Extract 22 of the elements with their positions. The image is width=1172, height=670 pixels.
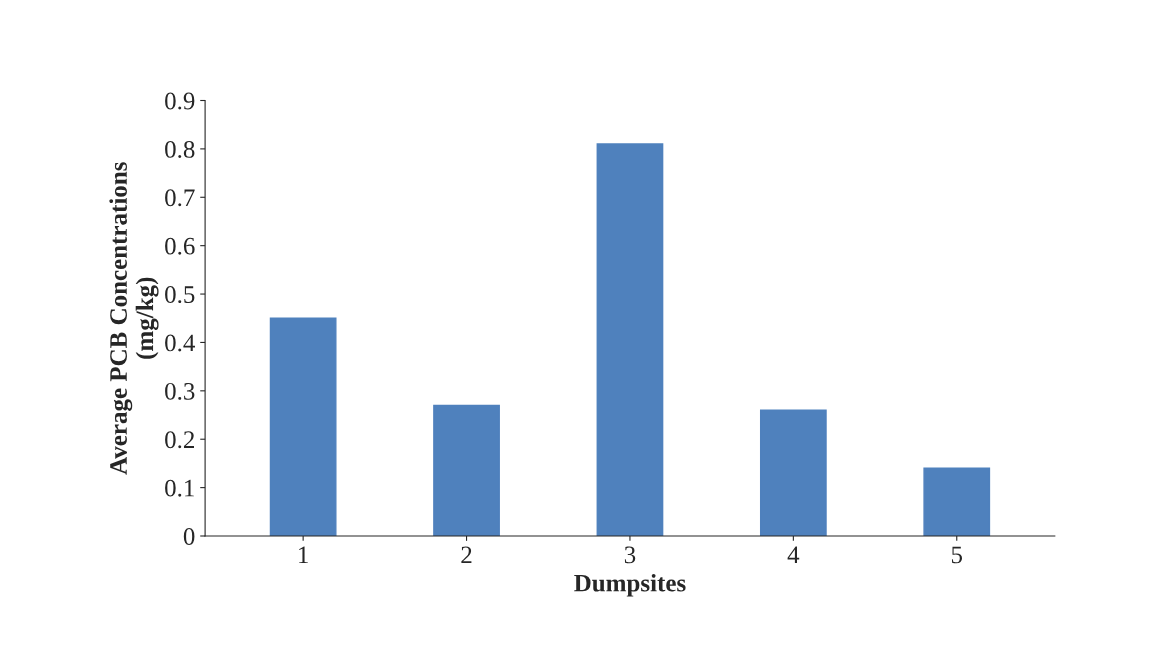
y-tick-label: 0.5	[165, 286, 195, 304]
x-axis-title: Dumpsites	[574, 573, 686, 597]
y-tick-label: 0.2	[165, 431, 194, 449]
y-tick-label: 0.6	[165, 237, 195, 255]
y-tick-label: 0.3	[165, 382, 195, 400]
y-tick-label: 0.9	[165, 92, 195, 110]
y-tick-label: 0.1	[165, 479, 194, 497]
y-tick-label: 0.8	[165, 140, 195, 158]
bar	[269, 317, 337, 536]
bar	[433, 404, 500, 536]
bar	[923, 467, 991, 536]
x-tick-label: 5	[951, 546, 963, 564]
bar	[759, 409, 827, 536]
y-axis-title: Average PCB Concentrations (mg/kg)	[109, 162, 159, 475]
y-tick-label: 0.4	[165, 334, 195, 352]
x-tick-label: 3	[624, 546, 636, 564]
y-tick-label: 0	[183, 528, 195, 545]
x-tick-label: 2	[461, 546, 472, 564]
x-tick-label: 4	[787, 546, 800, 564]
y-tick-label: 0.7	[165, 189, 195, 207]
x-tick-label: 1	[299, 546, 308, 564]
bar	[596, 143, 664, 536]
